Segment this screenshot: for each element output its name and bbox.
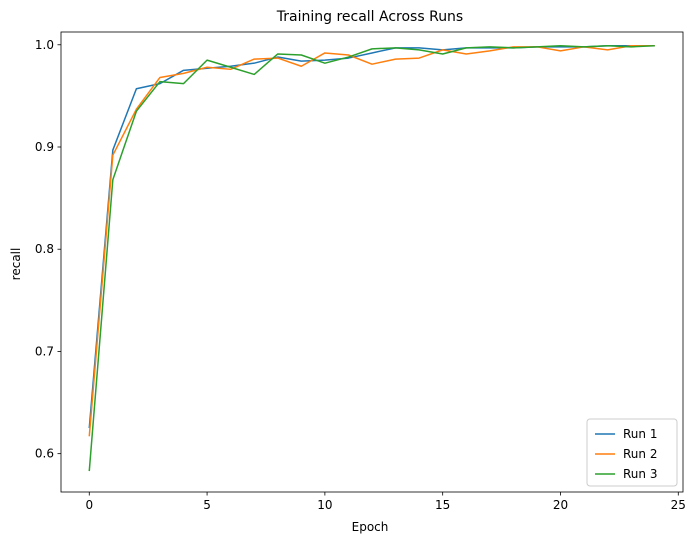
x-tick-label: 10 [317, 498, 332, 512]
chart-title: Training recall Across Runs [276, 9, 463, 25]
y-tick-label: 0.6 [35, 447, 54, 461]
y-tick-label: 1.0 [35, 38, 54, 52]
x-tick-label: 20 [553, 498, 568, 512]
y-axis-label: recall [9, 248, 23, 281]
series-line-run-1 [88, 45, 655, 429]
x-axis-label: Epoch [352, 520, 389, 534]
y-tick-label: 0.9 [35, 140, 54, 154]
legend-label-run-3: Run 3 [623, 467, 657, 481]
plot-area: 0 5 10 15 20 25 0.6 0.7 0.8 0.9 1.0 [35, 31, 686, 512]
legend-label-run-2: Run 2 [623, 447, 657, 461]
y-tick-label: 0.7 [35, 344, 54, 358]
x-tick-label: 15 [435, 498, 450, 512]
legend: Run 1 Run 2 Run 3 [586, 418, 678, 487]
x-tick-label: 25 [671, 498, 686, 512]
x-tick-label: 0 [85, 498, 93, 512]
series-line-run-3 [88, 45, 655, 472]
series-line-run-2 [88, 45, 655, 437]
x-tick-label: 5 [203, 498, 211, 512]
axes-frame [60, 31, 684, 493]
y-tick-label: 0.8 [35, 242, 54, 256]
legend-label-run-1: Run 1 [623, 427, 657, 441]
legend-box [586, 418, 678, 487]
